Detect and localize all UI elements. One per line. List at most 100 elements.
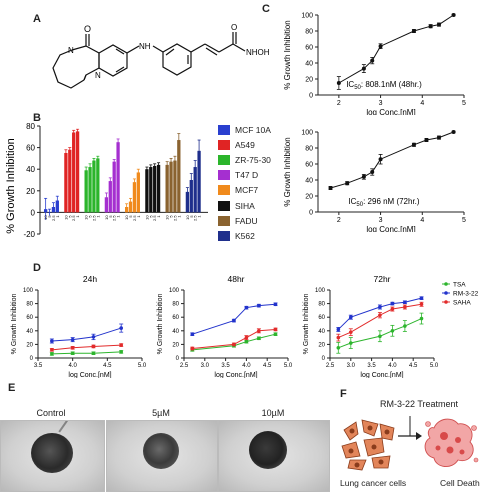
y-tick-label: 80 — [26, 302, 33, 308]
dose-response-72hr-chart: 0 20 40 60 80 100 2.5 3.0 3.5 4.0 4.5 5.0 log Conc.[… — [303, 274, 479, 378]
panel-label-e: E — [8, 382, 16, 394]
x-tick-label: 3.5 — [367, 363, 376, 369]
legend-marker — [444, 291, 448, 295]
y-axis-label: % Growth Inhibition — [5, 138, 17, 233]
data-point — [232, 318, 236, 323]
data-point — [349, 330, 353, 334]
x-axis-label: log Conc.[nM] — [68, 372, 111, 378]
data-point — [370, 170, 375, 174]
ic50-annotation: IC50: 808.1nM (48hr.) — [346, 80, 422, 91]
data-point — [370, 58, 375, 63]
y-tick-label: 0 — [309, 92, 313, 99]
y-tick-label: -20 — [23, 230, 35, 239]
data-point — [232, 342, 236, 347]
y-tick-label: 20 — [26, 187, 35, 196]
data-point — [424, 138, 429, 142]
x-tick-label: 4.0 — [388, 363, 397, 369]
legend-label: TSA — [453, 282, 466, 289]
data-point — [244, 305, 249, 310]
spheroid — [31, 433, 73, 473]
x-tick-label: 2.5 — [180, 363, 189, 369]
data-point — [91, 344, 96, 349]
y-axis-label: % Growth Inhibition — [303, 294, 310, 355]
spheroid — [249, 431, 287, 469]
y-tick-label: 0 — [322, 356, 326, 362]
legend-label: K562 — [235, 230, 255, 241]
panel-label-b: B — [33, 112, 41, 124]
y-tick-label: 60 — [305, 161, 313, 168]
treatment-label: RM-3-22 Treatment — [380, 399, 459, 409]
data-point — [378, 157, 383, 162]
y-tick-label: 60 — [26, 315, 33, 321]
y-tick-label: 100 — [315, 288, 326, 294]
y-tick-label: 100 — [169, 288, 180, 294]
bar — [88, 167, 92, 213]
y-tick-label: 20 — [318, 342, 325, 348]
legend-swatch — [218, 170, 230, 181]
data-point — [70, 346, 75, 350]
x-tick-label: 10 — [144, 215, 149, 220]
x-tick-label: 3.5 — [34, 363, 43, 369]
data-point — [336, 327, 341, 332]
bar — [108, 181, 112, 213]
y-tick-label: 80 — [26, 122, 35, 131]
x-tick-label: 1 — [75, 215, 80, 218]
x-tick-label: 2.5 — [91, 215, 96, 221]
y-tick-label: 100 — [301, 129, 313, 136]
data-point — [428, 24, 433, 29]
bar — [197, 150, 201, 213]
microscopy-caption-10um: 10µM — [261, 408, 285, 418]
x-tick-label: 3.0 — [201, 363, 210, 369]
x-tick-label: 5 — [169, 215, 174, 218]
atom-label: O — [84, 24, 91, 34]
x-tick-label: 5 — [88, 215, 93, 218]
microscopy-caption-control: Control — [36, 408, 66, 418]
bar — [185, 191, 190, 213]
series-line — [51, 327, 122, 342]
x-tick-label: 1 — [95, 215, 100, 218]
x-tick-label: 2.5 — [152, 215, 157, 221]
x-tick-label: 3 — [379, 217, 383, 224]
microscopy-image-control — [0, 420, 105, 492]
x-tick-label: 5 — [108, 215, 113, 218]
data-point — [403, 305, 407, 309]
y-tick-label: 0 — [31, 208, 36, 217]
y-tick-label: 40 — [318, 329, 325, 335]
x-tick-label: 4.5 — [103, 363, 112, 369]
legend-item: FADU — [218, 213, 288, 228]
x-tick-label: 1 — [197, 215, 202, 218]
legend-swatch — [218, 200, 230, 211]
bar — [132, 182, 137, 213]
x-axis-label: log Conc.[nM] — [366, 108, 415, 115]
data-point — [91, 351, 96, 356]
chart-title: 24h — [83, 274, 97, 284]
y-axis-label: % Growth Inhibition — [11, 294, 18, 355]
ic50-48hr-chart: 0 20 40 60 80 100 2 3 4 5 log Conc.[nM] % Growth In… — [283, 12, 466, 115]
x-tick-label: 1 — [176, 215, 181, 218]
legend-label: T47 D — [235, 170, 259, 181]
bar — [116, 142, 120, 213]
data-point — [361, 174, 366, 179]
legend-item: A549 — [218, 137, 288, 152]
x-tick-label: 3 — [379, 100, 383, 107]
x-tick-label: 1 — [55, 215, 60, 218]
x-axis-label: log Conc.[nM] — [360, 372, 403, 378]
legend-label: A549 — [235, 139, 255, 150]
x-tick-label: 5 — [189, 215, 194, 218]
data-point — [50, 339, 54, 343]
data-point — [273, 302, 278, 307]
data-point — [91, 335, 96, 339]
data-point — [328, 186, 333, 190]
data-point — [419, 296, 424, 300]
cell-death-icon — [424, 418, 479, 467]
atom-label: O — [231, 23, 237, 32]
data-point — [361, 66, 366, 71]
y-tick-label: 0 — [176, 356, 180, 362]
x-tick-label: 10 — [165, 215, 170, 220]
data-point — [336, 346, 341, 350]
y-tick-label: 40 — [305, 60, 313, 67]
y-tick-label: 60 — [172, 315, 179, 321]
atom-label: NHOH — [246, 48, 270, 57]
x-tick-label: 5.0 — [430, 363, 439, 369]
